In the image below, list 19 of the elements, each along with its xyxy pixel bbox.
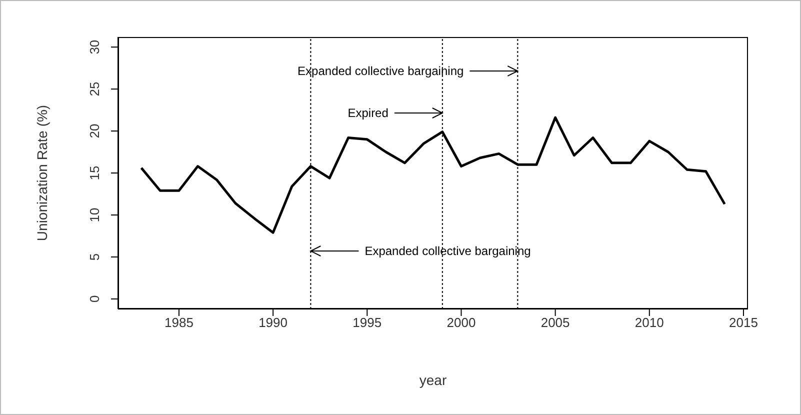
x-tick-label: 2010 bbox=[634, 315, 664, 330]
y-tick-label: 20 bbox=[87, 124, 102, 138]
x-tick-label: 1990 bbox=[258, 315, 288, 330]
y-tick-label: 25 bbox=[87, 82, 102, 96]
x-tick-label: 2005 bbox=[540, 315, 570, 330]
x-tick-label: 2000 bbox=[446, 315, 476, 330]
y-tick-label: 10 bbox=[87, 208, 102, 222]
ref-line-label: Expanded collective bargaining bbox=[364, 244, 531, 258]
y-tick-label: 30 bbox=[87, 40, 102, 54]
ref-line-label: Expired bbox=[348, 106, 388, 120]
x-tick-label: 1995 bbox=[352, 315, 382, 330]
y-tick-label: 15 bbox=[87, 166, 102, 180]
x-tick-label: 2015 bbox=[729, 315, 758, 330]
y-axis-title: Unionization Rate (%) bbox=[34, 104, 50, 242]
x-axis-title: year bbox=[419, 372, 447, 388]
y-tick-label: 5 bbox=[87, 253, 102, 261]
ref-line-label: Expanded collective bargaining bbox=[298, 64, 464, 78]
x-tick-label: 1985 bbox=[164, 315, 194, 330]
y-tick-label: 0 bbox=[87, 295, 102, 303]
